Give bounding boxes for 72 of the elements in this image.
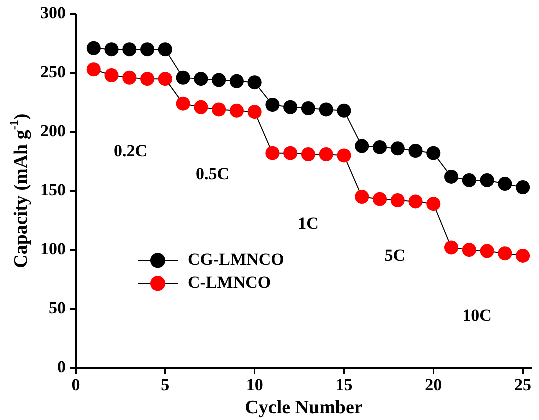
point bbox=[176, 96, 190, 111]
point bbox=[140, 42, 155, 57]
point bbox=[140, 72, 155, 86]
point bbox=[158, 72, 172, 86]
point bbox=[337, 148, 352, 163]
point bbox=[122, 42, 137, 57]
point bbox=[462, 173, 476, 188]
point bbox=[248, 76, 262, 90]
point bbox=[122, 70, 137, 85]
point bbox=[301, 148, 316, 162]
point bbox=[480, 173, 494, 188]
point bbox=[158, 42, 172, 57]
point bbox=[355, 190, 370, 204]
point bbox=[444, 240, 459, 255]
x-axis-title: Cycle Number bbox=[245, 397, 364, 418]
point bbox=[248, 105, 262, 120]
point bbox=[390, 142, 405, 156]
point bbox=[408, 194, 423, 209]
y-tick-label: 150 bbox=[40, 180, 66, 200]
point bbox=[426, 197, 441, 212]
annotation: 0.5C bbox=[196, 164, 230, 184]
point bbox=[516, 180, 530, 195]
point bbox=[319, 102, 334, 117]
x-tick-label: 10 bbox=[246, 376, 264, 395]
point bbox=[301, 102, 316, 116]
point bbox=[284, 146, 298, 160]
annotation: 0.2C bbox=[114, 142, 148, 161]
point bbox=[373, 140, 387, 154]
y-tick-label: 200 bbox=[40, 122, 66, 141]
point bbox=[86, 62, 101, 77]
point bbox=[498, 177, 512, 192]
x-tick-label: 15 bbox=[336, 376, 353, 395]
point bbox=[319, 148, 334, 162]
y-tick-label: 250 bbox=[40, 62, 66, 82]
x-tick-label: 5 bbox=[161, 376, 170, 395]
y-axis-title: Capacity (mAh g-1) bbox=[7, 114, 32, 268]
point bbox=[230, 104, 244, 118]
annotation: 5C bbox=[384, 246, 406, 265]
x-tick-label: 0 bbox=[72, 376, 80, 395]
point bbox=[176, 70, 190, 85]
point bbox=[390, 194, 405, 208]
point bbox=[104, 68, 119, 83]
point bbox=[426, 146, 441, 160]
point bbox=[212, 102, 226, 117]
point bbox=[212, 73, 226, 88]
point bbox=[194, 100, 208, 114]
x-tick-label: 25 bbox=[514, 376, 532, 395]
point bbox=[284, 100, 298, 114]
legend-label: C-LMNCO bbox=[188, 273, 272, 292]
point bbox=[104, 42, 119, 57]
annotation: 1C bbox=[298, 214, 319, 234]
y-tick-label: 100 bbox=[40, 239, 66, 258]
annotation: 10C bbox=[462, 306, 492, 326]
point bbox=[480, 244, 494, 258]
point bbox=[355, 139, 370, 154]
point bbox=[194, 72, 208, 86]
point bbox=[498, 246, 512, 261]
y-tick-label: 50 bbox=[49, 298, 66, 318]
point bbox=[516, 248, 530, 263]
x-tick-label: 20 bbox=[425, 376, 442, 395]
point bbox=[408, 144, 423, 158]
point bbox=[462, 243, 476, 258]
point bbox=[373, 192, 387, 206]
point bbox=[337, 104, 352, 118]
point bbox=[266, 98, 280, 112]
point bbox=[444, 170, 459, 184]
y-tick-label: 300 bbox=[40, 4, 66, 23]
point bbox=[86, 41, 101, 56]
y-tick-label: 0 bbox=[58, 357, 66, 376]
point bbox=[266, 146, 280, 160]
legend-label: CG-LMNCO bbox=[188, 250, 284, 270]
point bbox=[230, 74, 244, 88]
